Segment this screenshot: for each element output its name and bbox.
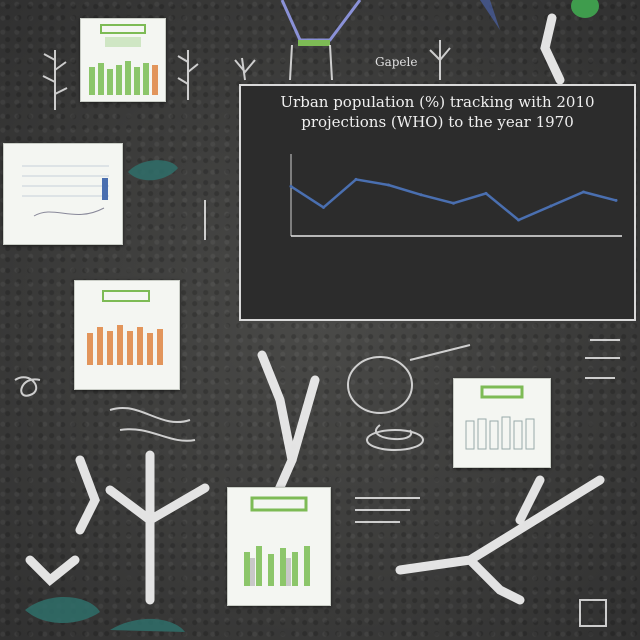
data-point-0-1	[322, 205, 325, 209]
thumbnail-card-bar-mixed	[227, 487, 331, 606]
main-chart-panel: Urban population (%) tracking with 2010 …	[239, 84, 636, 321]
data-point-0-3	[387, 183, 390, 187]
data-point-0-6	[484, 191, 488, 195]
thumbnail-card-bar-green	[80, 18, 166, 102]
data-point-0-5	[452, 201, 455, 205]
line-chart	[289, 154, 622, 237]
thumbnail-card-outline-bars	[453, 378, 551, 468]
thumbnail-card-table	[3, 143, 123, 245]
chart-title: Urban population (%) tracking with 2010 …	[280, 93, 595, 131]
data-point-0-9	[582, 190, 585, 194]
data-point-0-0	[289, 184, 293, 188]
data-point-0-2	[354, 177, 358, 181]
data-point-0-8	[549, 204, 553, 208]
series-line-0	[290, 178, 617, 222]
side-note: Gapele	[375, 55, 418, 69]
data-point-0-4	[419, 193, 423, 197]
thumbnail-card-bar-orange	[74, 280, 180, 390]
data-point-0-10	[614, 198, 618, 202]
data-point-0-7	[517, 218, 520, 222]
